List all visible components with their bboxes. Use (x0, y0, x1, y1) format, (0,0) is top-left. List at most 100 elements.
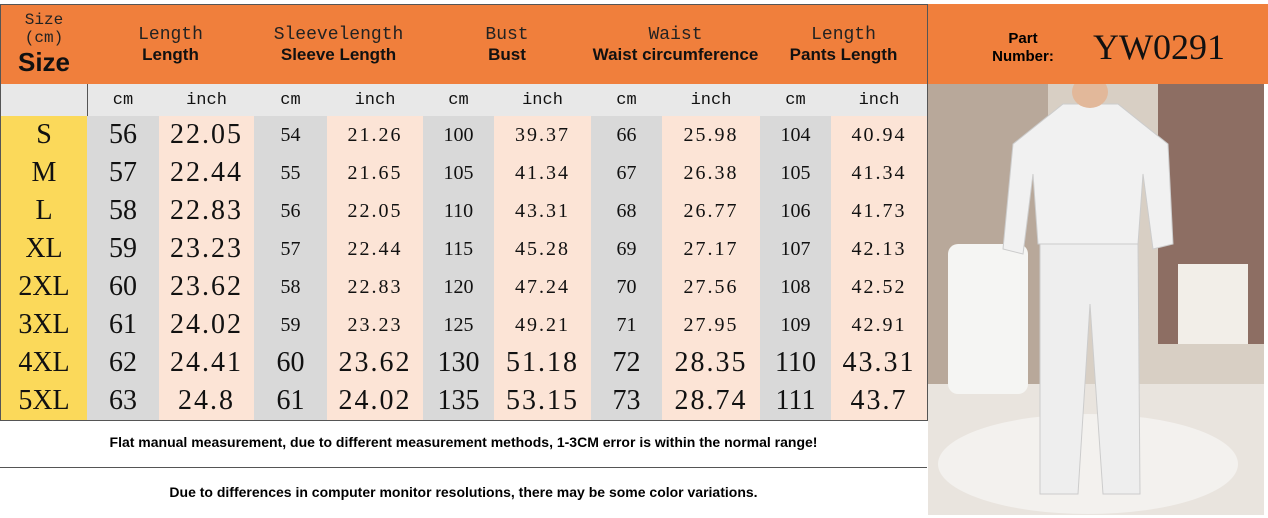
measure-cell: 115 (423, 230, 495, 269)
unit-header-blank (0, 84, 88, 117)
size-cell: L (0, 192, 88, 231)
measure-cell: 54 (254, 116, 328, 155)
group-header: Waist Waist circumference (591, 4, 761, 85)
group-subtitle: Length (142, 44, 199, 64)
measure-cell: 106 (760, 192, 832, 231)
measure-cell: 105 (423, 154, 495, 193)
measure-cell: 135 (423, 382, 495, 421)
measure-cell: 22.83 (327, 268, 424, 307)
measure-cell: 27.95 (662, 306, 761, 345)
measure-cell: 23.23 (159, 230, 255, 269)
measure-cell: 69 (591, 230, 663, 269)
measure-cell: 66 (591, 116, 663, 155)
note: Due to differences in computer monitor r… (169, 484, 758, 500)
product-photo (928, 84, 1264, 515)
measure-cell: 63 (87, 382, 160, 421)
measure-cell: 23.62 (159, 268, 255, 307)
measure-cell: 100 (423, 116, 495, 155)
measure-cell: 70 (591, 268, 663, 307)
measure-cell: 25.98 (662, 116, 761, 155)
measure-cell: 61 (254, 382, 328, 421)
measure-cell: 21.65 (327, 154, 424, 193)
group-header: Length Length (87, 4, 255, 85)
measure-cell: 57 (254, 230, 328, 269)
size-header-label: Size (17, 47, 71, 77)
measure-cell: 22.44 (327, 230, 424, 269)
measure-cell: 28.74 (662, 382, 761, 421)
unit-header: cm (591, 84, 663, 117)
group-title: Length (811, 24, 876, 45)
measure-cell: 125 (423, 306, 495, 345)
measure-cell: 39.37 (494, 116, 592, 155)
measure-cell: 58 (254, 268, 328, 307)
size-header: Size (cm) Size (0, 4, 88, 85)
measure-cell: 68 (591, 192, 663, 231)
group-title: Bust (485, 24, 529, 45)
unit-header: inch (159, 84, 255, 117)
unit-header: cm (423, 84, 495, 117)
size-cell: 2XL (0, 268, 88, 307)
measure-cell: 41.34 (494, 154, 592, 193)
unit-header: cm (87, 84, 160, 117)
measure-cell: 51.18 (494, 344, 592, 383)
group-header: Length Pants Length (760, 4, 928, 85)
note: Flat manual measurement, due to differen… (109, 434, 818, 450)
measure-cell: 55 (254, 154, 328, 193)
measure-cell: 47.24 (494, 268, 592, 307)
group-subtitle: Bust (488, 44, 526, 64)
measure-cell: 72 (591, 344, 663, 383)
size-cell: M (0, 154, 88, 193)
group-header: Bust Bust (423, 4, 592, 85)
measure-cell: 26.38 (662, 154, 761, 193)
group-title: Sleevelength (273, 24, 404, 45)
size-header-line: (cm) (24, 29, 64, 47)
measure-cell: 61 (87, 306, 160, 345)
measure-cell: 104 (760, 116, 832, 155)
size-cell: 3XL (0, 306, 88, 345)
measure-cell: 111 (760, 382, 832, 421)
measure-cell: 22.44 (159, 154, 255, 193)
group-title: Waist (648, 24, 703, 45)
measure-cell: 23.62 (327, 344, 424, 383)
measure-cell: 71 (591, 306, 663, 345)
measure-cell: 22.83 (159, 192, 255, 231)
measure-cell: 43.31 (494, 192, 592, 231)
size-cell: 5XL (0, 382, 88, 421)
measure-cell: 22.05 (159, 116, 255, 155)
part-number: YW0291 (1093, 27, 1225, 67)
unit-header: inch (327, 84, 424, 117)
measure-cell: 108 (760, 268, 832, 307)
measure-cell: 42.52 (831, 268, 928, 307)
group-subtitle: Sleeve Length (280, 44, 397, 64)
group-header: Sleevelength Sleeve Length (254, 4, 424, 85)
measure-cell: 57 (87, 154, 160, 193)
divider (0, 467, 927, 468)
group-subtitle: Pants Length (789, 44, 898, 64)
measure-cell: 67 (591, 154, 663, 193)
unit-header: cm (760, 84, 832, 117)
measure-cell: 24.8 (159, 382, 255, 421)
unit-header: inch (494, 84, 592, 117)
size-cell: 4XL (0, 344, 88, 383)
part-box: Part Number: YW0291 (928, 4, 1268, 84)
measure-cell: 130 (423, 344, 495, 383)
size-cell: S (0, 116, 88, 155)
measure-cell: 43.7 (831, 382, 928, 421)
measure-cell: 43.31 (831, 344, 928, 383)
measure-cell: 49.21 (494, 306, 592, 345)
measure-cell: 60 (254, 344, 328, 383)
measure-cell: 24.02 (327, 382, 424, 421)
measure-cell: 107 (760, 230, 832, 269)
measure-cell: 56 (87, 116, 160, 155)
measure-cell: 41.73 (831, 192, 928, 231)
measure-cell: 41.34 (831, 154, 928, 193)
unit-header: inch (831, 84, 928, 117)
measure-cell: 73 (591, 382, 663, 421)
measure-cell: 56 (254, 192, 328, 231)
unit-header: inch (662, 84, 761, 117)
measure-cell: 59 (87, 230, 160, 269)
measure-cell: 26.77 (662, 192, 761, 231)
measure-cell: 22.05 (327, 192, 424, 231)
measure-cell: 28.35 (662, 344, 761, 383)
